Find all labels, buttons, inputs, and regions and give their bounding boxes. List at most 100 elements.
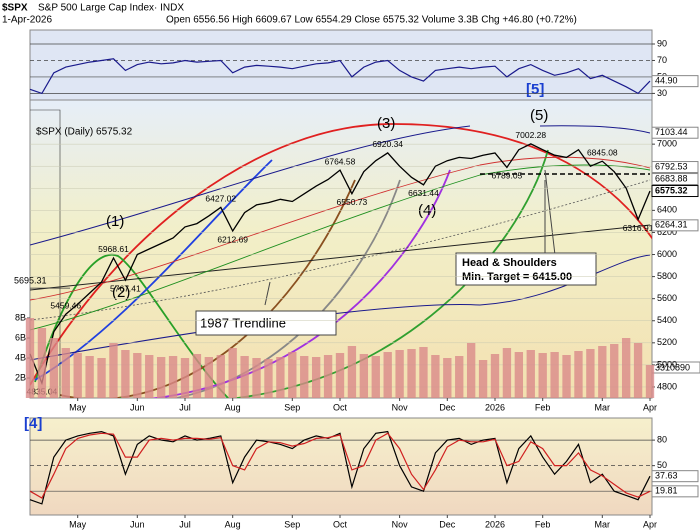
ma-red <box>30 156 651 301</box>
note: Min. Target = 6415.00 <box>462 271 572 283</box>
volume-bar <box>526 350 535 398</box>
y-tick-label: 5600 <box>657 293 677 303</box>
volume-bar <box>180 358 190 398</box>
volume-bar <box>288 352 297 398</box>
volume-bar <box>407 349 416 398</box>
green-arc <box>34 253 230 398</box>
dotted-line <box>30 179 651 321</box>
x-tick-label: Dec <box>439 519 456 529</box>
x-tick-label: Aug <box>225 402 241 412</box>
volume-bar <box>121 350 130 398</box>
data-label: 6789.05 <box>492 171 523 181</box>
data-label: 6316.91 <box>623 223 654 233</box>
volume-bar <box>168 356 178 398</box>
volume-bar <box>395 350 404 398</box>
wave-label: (1) <box>106 213 124 230</box>
value-tag-text: 6792.53 <box>655 161 688 171</box>
y-tick-label: 5800 <box>657 271 677 281</box>
volume-bar <box>109 343 118 398</box>
y-tick-label: 6200 <box>657 227 677 237</box>
volume-bar <box>431 355 440 398</box>
y-tick-label: 90 <box>657 38 667 48</box>
date: 1-Apr-2026 <box>2 15 52 26</box>
upper-band-2 <box>539 125 651 134</box>
gray-arc <box>80 179 401 398</box>
x-tick-label: Apr <box>643 519 657 529</box>
symbol: $SPX <box>2 3 28 14</box>
y2-tick-label: 4B <box>15 352 26 362</box>
data-label: 6631.44 <box>408 188 439 198</box>
value-tag <box>651 485 699 498</box>
data-label: 5968.61 <box>98 244 129 254</box>
note: 1987 Trendline <box>200 315 286 330</box>
volume-bar <box>466 343 476 398</box>
data-label: 6212.69 <box>217 234 248 244</box>
volume-bar <box>419 347 428 398</box>
volume-bar <box>586 349 595 398</box>
x-tick-label: Nov <box>392 519 409 529</box>
value-tag <box>651 126 699 139</box>
y-tick-label: 30 <box>657 88 667 98</box>
value-tag-text: 7103.44 <box>655 127 688 137</box>
y-tick-label: 80 <box>657 434 667 444</box>
x-tick-label: 2026 <box>485 519 505 529</box>
rsi-panel <box>29 29 653 101</box>
data-label: 5767.41 <box>110 283 141 293</box>
value-tag-text: 37.63 <box>655 471 678 481</box>
x-tick-label: May <box>69 519 87 529</box>
volume-bar <box>633 343 643 398</box>
y2-tick-label: 6B <box>15 332 26 342</box>
brown-arc <box>59 179 356 398</box>
x-tick-label: Apr <box>643 402 657 412</box>
x-tick-label: Dec <box>439 402 456 412</box>
note: Head & Shoulders <box>462 257 557 269</box>
box-left <box>30 109 61 398</box>
x-tick-label: Feb <box>535 519 551 529</box>
volume-bar <box>145 355 154 398</box>
volume-bar <box>347 346 357 398</box>
value-tag-text: 19.81 <box>655 486 678 496</box>
volume-bar <box>371 356 380 398</box>
volume-bar <box>455 356 464 398</box>
volume-bar <box>216 355 225 398</box>
volume-bar <box>97 358 106 398</box>
wave-label: (3) <box>377 115 395 132</box>
volume-bar <box>276 357 285 398</box>
value-tag-text: 44.90 <box>655 76 678 86</box>
volume-bar <box>610 344 619 398</box>
volume-bar <box>478 360 488 398</box>
arrow-trend <box>264 281 271 306</box>
value-tag <box>651 185 699 198</box>
volume-bar <box>204 357 214 398</box>
volume-bar <box>359 354 369 398</box>
volume-bar <box>252 358 261 398</box>
trendline <box>30 224 651 291</box>
series-line <box>29 432 651 499</box>
x-tick-label: Jul <box>179 519 191 529</box>
y2-tick-label: 8B <box>15 312 26 322</box>
red-arc <box>30 123 652 386</box>
volume-bar <box>621 338 631 398</box>
legend: $SPX (Daily) 6575.32 <box>36 127 133 138</box>
volume-bar <box>133 353 142 398</box>
volume-bar <box>550 352 559 398</box>
x-tick-label: Mar <box>595 519 611 529</box>
arrow-hs <box>544 169 556 256</box>
y-tick-label: 4800 <box>657 381 677 391</box>
volume-bar <box>228 348 237 398</box>
volume-bar <box>73 353 82 398</box>
x-tick-label: Sep <box>284 519 300 529</box>
x-tick-label: Oct <box>333 402 348 412</box>
value-tag-text: 6264.31 <box>655 220 688 230</box>
volume-bar <box>538 353 547 398</box>
x-tick-label: Aug <box>225 519 241 529</box>
value-tag-text: 6575.32 <box>655 185 688 195</box>
y-tick-label: 6400 <box>657 205 677 215</box>
value-tag-text: 6683.88 <box>655 173 688 183</box>
index-name: S&P 500 Large Cap Index· INDX <box>38 3 184 14</box>
volume-bar <box>562 355 571 398</box>
volume-bar <box>37 328 47 398</box>
x-tick-label: 2026 <box>485 402 505 412</box>
volume-bar <box>311 357 321 398</box>
volume-bar <box>323 355 333 398</box>
